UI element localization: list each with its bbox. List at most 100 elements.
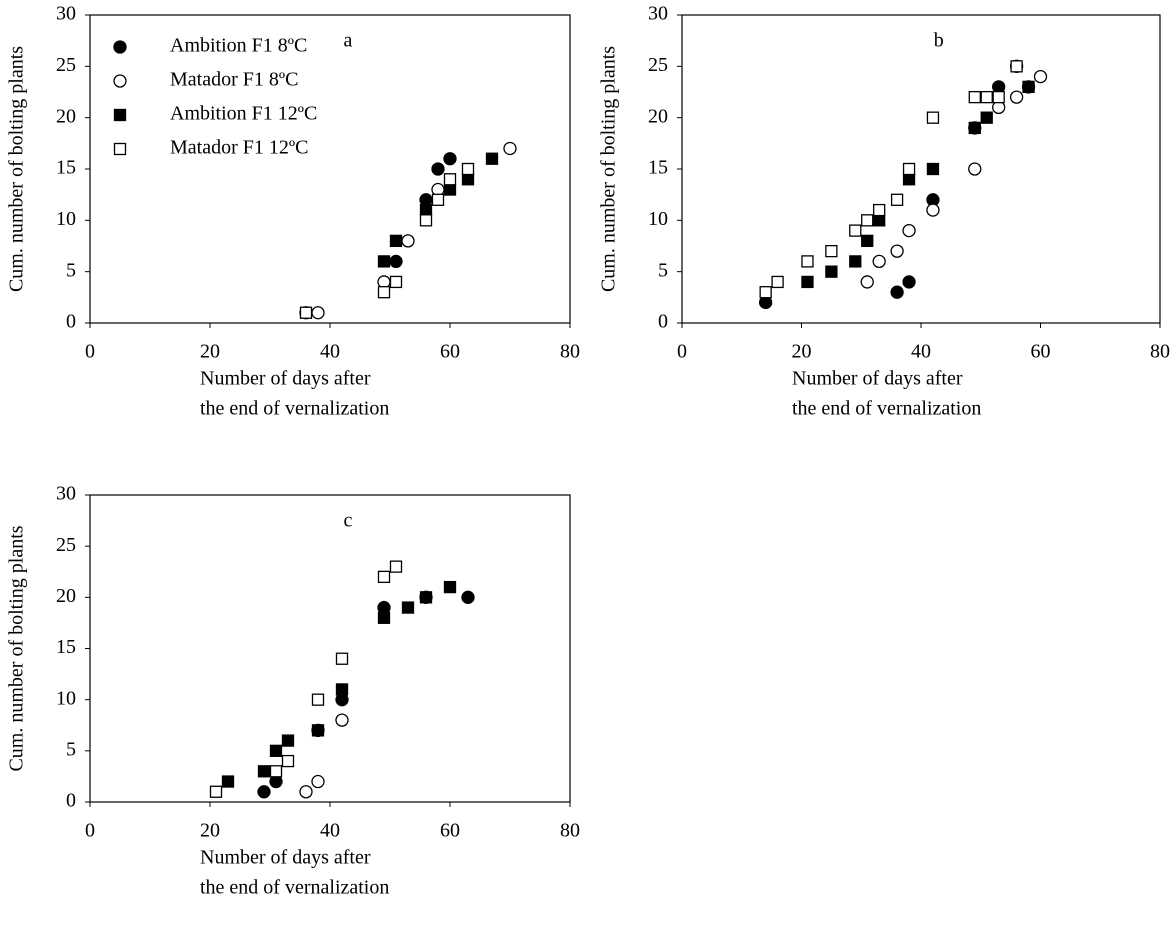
marker	[419, 591, 433, 604]
marker	[968, 121, 981, 135]
marker	[389, 275, 403, 289]
marker	[311, 774, 325, 789]
plot-area	[681, 14, 1161, 324]
marker	[801, 275, 814, 289]
legend-label: Matador F1 12ºC	[170, 137, 308, 159]
y-tick-label: 15	[56, 157, 76, 179]
marker	[771, 275, 784, 289]
marker	[377, 286, 391, 299]
marker	[872, 254, 886, 269]
y-tick-label: 0	[66, 311, 76, 333]
x-tick-label: 40	[320, 341, 340, 363]
marker	[299, 785, 313, 799]
marker	[873, 214, 886, 227]
marker	[485, 152, 499, 165]
marker	[873, 203, 886, 217]
marker	[335, 713, 349, 727]
marker	[825, 265, 838, 278]
marker	[209, 785, 223, 798]
x-tick-label: 0	[85, 341, 95, 363]
x-axis-label: the end of vernalization	[792, 398, 981, 420]
y-tick-label: 25	[648, 54, 668, 76]
y-tick-label: 25	[56, 54, 76, 76]
marker	[431, 193, 445, 206]
x-tick-label: 20	[200, 820, 220, 842]
marker	[311, 306, 325, 320]
marker	[860, 275, 874, 289]
y-tick-label: 20	[56, 105, 76, 127]
legend-marker	[113, 108, 127, 122]
panel: 0 5 10 15 20 25 30 0 20 40 60 80 Cum. number of bolt…	[6, 3, 580, 420]
legend-label: Ambition F1 12ºC	[170, 103, 317, 125]
marker	[311, 724, 325, 737]
x-tick-label: 20	[200, 341, 220, 363]
marker	[419, 203, 433, 217]
marker	[503, 141, 517, 156]
panel: 0 5 10 15 20 25 30 0 20 40 60 80 Cum. number of bolt…	[598, 3, 1170, 420]
marker	[281, 754, 295, 768]
marker	[1009, 90, 1024, 104]
y-tick-label: 10	[56, 687, 76, 709]
marker	[980, 90, 993, 104]
marker	[335, 683, 349, 696]
panel-label: c	[344, 510, 353, 532]
marker	[257, 785, 271, 799]
marker	[1010, 60, 1023, 73]
panel: 0 5 10 15 20 25 30 0 20 40 60 80 Cum. number of bolt…	[6, 483, 580, 899]
y-tick-label: 20	[56, 585, 76, 607]
marker	[849, 255, 862, 268]
marker	[401, 234, 415, 248]
x-tick-label: 20	[792, 341, 812, 363]
x-tick-label: 80	[560, 341, 580, 363]
marker	[968, 162, 982, 176]
marker	[221, 775, 235, 788]
plot-area	[89, 14, 571, 324]
marker	[890, 285, 904, 299]
marker	[401, 601, 415, 614]
x-tick-label: 80	[560, 820, 580, 842]
y-tick-label: 5	[66, 738, 76, 760]
marker	[431, 162, 445, 176]
marker	[335, 652, 349, 665]
legend-marker	[113, 142, 127, 156]
marker	[980, 111, 993, 124]
x-tick-label: 0	[677, 341, 687, 363]
y-tick-label: 25	[56, 534, 76, 556]
y-axis-label: Cum. number of bolting plants	[6, 525, 28, 771]
marker	[825, 244, 838, 258]
y-tick-label: 30	[648, 3, 668, 25]
y-tick-label: 10	[648, 208, 668, 230]
marker	[926, 111, 940, 124]
marker	[377, 611, 391, 624]
marker	[443, 173, 457, 186]
marker	[389, 560, 403, 573]
marker	[377, 255, 391, 268]
marker	[461, 162, 475, 176]
marker	[389, 254, 403, 269]
x-tick-label: 0	[85, 820, 95, 842]
y-tick-label: 30	[56, 3, 76, 25]
marker	[461, 590, 475, 604]
marker	[759, 286, 772, 299]
x-tick-label: 60	[1031, 341, 1051, 363]
x-axis-label: Number of days after	[200, 847, 371, 869]
x-axis-label: the end of vernalization	[200, 877, 389, 899]
x-tick-label: 80	[1150, 341, 1170, 363]
marker	[419, 214, 433, 227]
marker	[257, 765, 271, 778]
y-axis-label: Cum. number of bolting plants	[598, 46, 620, 292]
marker	[377, 570, 391, 584]
y-tick-label: 15	[56, 636, 76, 658]
marker	[861, 214, 874, 227]
y-tick-label: 0	[658, 311, 668, 333]
legend-marker	[113, 74, 127, 88]
marker	[968, 90, 981, 104]
marker	[902, 162, 916, 176]
marker	[890, 244, 904, 258]
marker	[389, 234, 403, 248]
x-axis-label: Number of days after	[200, 368, 371, 390]
legend-label: Ambition F1 8ºC	[170, 35, 307, 57]
panel-label: a	[344, 30, 353, 52]
panel-label: b	[934, 30, 944, 52]
marker	[443, 183, 457, 196]
